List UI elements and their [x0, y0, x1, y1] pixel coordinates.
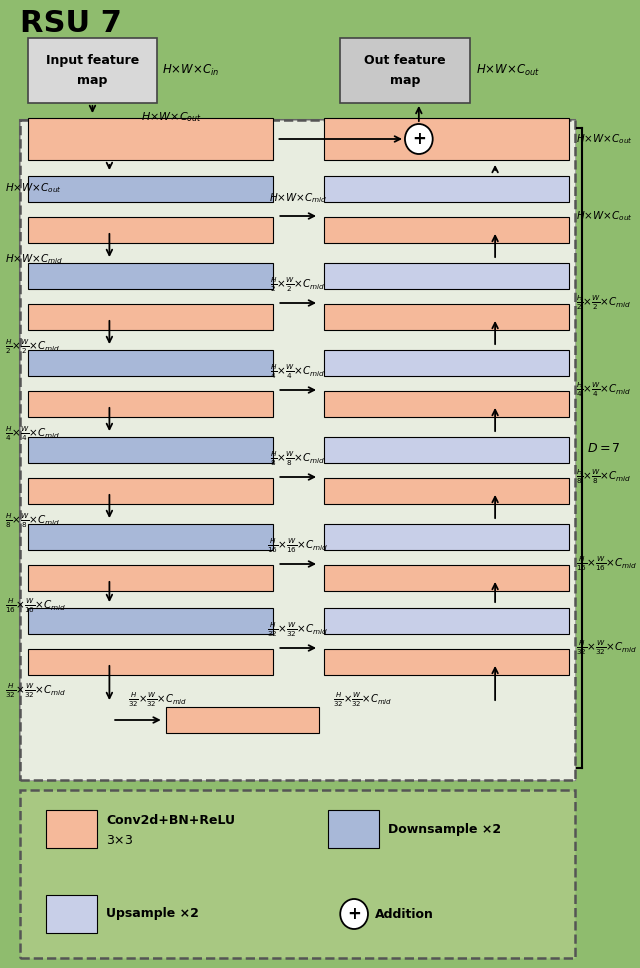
- Text: $\frac{H}{2}{\times}\frac{W}{2}{\times}C_{mid}$: $\frac{H}{2}{\times}\frac{W}{2}{\times}C…: [576, 293, 632, 313]
- Bar: [28, 649, 273, 675]
- Bar: [28, 217, 273, 243]
- Text: $\frac{H}{4}{\times}\frac{W}{4}{\times}C_{mid}$: $\frac{H}{4}{\times}\frac{W}{4}{\times}C…: [270, 363, 326, 381]
- Text: map: map: [77, 74, 108, 87]
- Text: $H{\times}W{\times}C_{out}$: $H{\times}W{\times}C_{out}$: [576, 132, 633, 146]
- Bar: [324, 565, 568, 591]
- Text: $\frac{H}{32}{\times}\frac{W}{32}{\times}C_{mid}$: $\frac{H}{32}{\times}\frac{W}{32}{\times…: [333, 691, 392, 710]
- Text: $\frac{H}{32}{\times}\frac{W}{32}{\times}C_{mid}$: $\frac{H}{32}{\times}\frac{W}{32}{\times…: [128, 691, 187, 710]
- Bar: [324, 524, 568, 550]
- Bar: [20, 790, 575, 958]
- Bar: [28, 304, 273, 330]
- Text: Out feature: Out feature: [364, 54, 446, 67]
- Bar: [28, 350, 273, 376]
- Text: $\frac{H}{8}{\times}\frac{W}{8}{\times}C_{mid}$: $\frac{H}{8}{\times}\frac{W}{8}{\times}C…: [270, 450, 326, 469]
- Bar: [28, 118, 273, 160]
- Text: $\frac{H}{4}{\times}\frac{W}{4}{\times}C_{mid}$: $\frac{H}{4}{\times}\frac{W}{4}{\times}C…: [4, 424, 60, 442]
- Text: map: map: [390, 74, 420, 87]
- Bar: [28, 38, 157, 103]
- Bar: [28, 263, 273, 289]
- Text: $H{\times}W{\times}C_{out}$: $H{\times}W{\times}C_{out}$: [4, 181, 61, 195]
- Text: $\frac{H}{8}{\times}\frac{W}{8}{\times}C_{mid}$: $\frac{H}{8}{\times}\frac{W}{8}{\times}C…: [4, 511, 60, 529]
- Bar: [324, 263, 568, 289]
- Text: $D=7$: $D=7$: [587, 441, 621, 455]
- Bar: [28, 391, 273, 417]
- Bar: [28, 176, 273, 202]
- Text: $\frac{H}{32}{\times}\frac{W}{32}{\times}C_{mid}$: $\frac{H}{32}{\times}\frac{W}{32}{\times…: [4, 681, 66, 700]
- Bar: [324, 118, 568, 160]
- Text: Downsample ×2: Downsample ×2: [388, 824, 502, 836]
- Text: $H{\times}W{\times}C_{mid}$: $H{\times}W{\times}C_{mid}$: [4, 253, 63, 266]
- Bar: [28, 524, 273, 550]
- Text: $\frac{H}{16}{\times}\frac{W}{16}{\times}C_{mid}$: $\frac{H}{16}{\times}\frac{W}{16}{\times…: [4, 597, 66, 616]
- Bar: [166, 707, 319, 733]
- Bar: [28, 478, 273, 504]
- Bar: [46, 895, 97, 933]
- Text: $\frac{H}{32}{\times}\frac{W}{32}{\times}C_{mid}$: $\frac{H}{32}{\times}\frac{W}{32}{\times…: [268, 620, 329, 639]
- Bar: [28, 565, 273, 591]
- Bar: [324, 176, 568, 202]
- Text: Addition: Addition: [374, 908, 433, 921]
- Text: Input feature: Input feature: [46, 54, 139, 67]
- Bar: [324, 649, 568, 675]
- Text: +: +: [347, 905, 361, 923]
- Text: Upsample ×2: Upsample ×2: [106, 908, 199, 921]
- Bar: [324, 437, 568, 463]
- Bar: [46, 810, 97, 848]
- Text: $\frac{H}{2}{\times}\frac{W}{2}{\times}C_{mid}$: $\frac{H}{2}{\times}\frac{W}{2}{\times}C…: [270, 276, 326, 294]
- Text: Conv2d+BN+ReLU: Conv2d+BN+ReLU: [106, 813, 236, 827]
- Text: $\frac{H}{32}{\times}\frac{W}{32}{\times}C_{mid}$: $\frac{H}{32}{\times}\frac{W}{32}{\times…: [576, 639, 637, 657]
- Bar: [324, 304, 568, 330]
- Text: $\frac{H}{16}{\times}\frac{W}{16}{\times}C_{mid}$: $\frac{H}{16}{\times}\frac{W}{16}{\times…: [268, 537, 329, 556]
- Text: $\frac{H}{4}{\times}\frac{W}{4}{\times}C_{mid}$: $\frac{H}{4}{\times}\frac{W}{4}{\times}C…: [576, 380, 632, 399]
- Bar: [28, 608, 273, 634]
- Bar: [324, 391, 568, 417]
- Text: $H{\times}W{\times}C_{in}$: $H{\times}W{\times}C_{in}$: [162, 63, 219, 78]
- Text: $H{\times}W{\times}C_{out}$: $H{\times}W{\times}C_{out}$: [141, 110, 202, 124]
- Text: $H{\times}W{\times}C_{out}$: $H{\times}W{\times}C_{out}$: [576, 209, 633, 223]
- Text: RSU 7: RSU 7: [20, 9, 122, 38]
- Bar: [20, 120, 575, 780]
- Bar: [328, 810, 379, 848]
- Circle shape: [340, 899, 368, 929]
- Circle shape: [405, 124, 433, 154]
- Text: $\frac{H}{2}{\times}\frac{W}{2}{\times}C_{mid}$: $\frac{H}{2}{\times}\frac{W}{2}{\times}C…: [4, 337, 60, 355]
- Bar: [324, 350, 568, 376]
- Text: $H{\times}W{\times}C_{out}$: $H{\times}W{\times}C_{out}$: [476, 63, 540, 78]
- Bar: [324, 217, 568, 243]
- Bar: [324, 608, 568, 634]
- Text: $\frac{H}{16}{\times}\frac{W}{16}{\times}C_{mid}$: $\frac{H}{16}{\times}\frac{W}{16}{\times…: [576, 555, 637, 573]
- Text: $\frac{H}{8}{\times}\frac{W}{8}{\times}C_{mid}$: $\frac{H}{8}{\times}\frac{W}{8}{\times}C…: [576, 468, 632, 486]
- Text: +: +: [412, 130, 426, 148]
- Text: $3{\times}3$: $3{\times}3$: [106, 833, 134, 846]
- Bar: [28, 437, 273, 463]
- Text: $H{\times}W{\times}C_{mid}$: $H{\times}W{\times}C_{mid}$: [269, 191, 328, 205]
- Bar: [324, 478, 568, 504]
- Bar: [20, 120, 575, 780]
- Bar: [340, 38, 470, 103]
